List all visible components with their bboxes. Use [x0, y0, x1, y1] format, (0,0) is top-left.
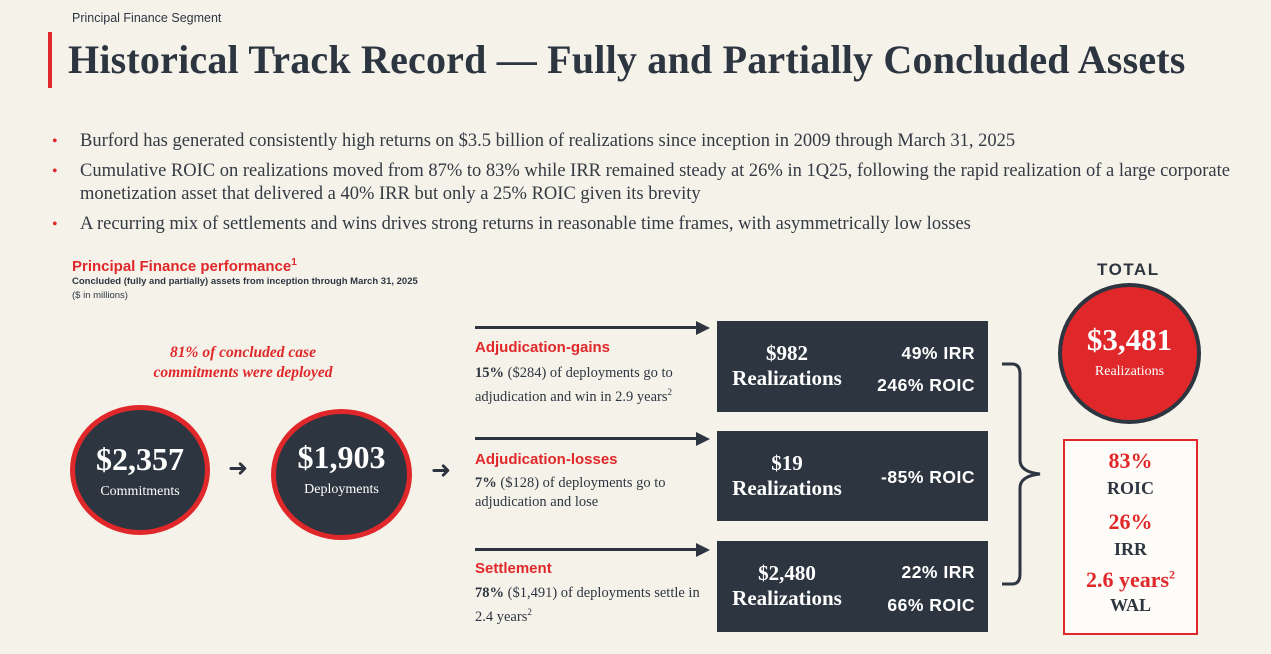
footnote-marker: 1	[291, 257, 297, 268]
total-wal-value: 2.6 years2	[1065, 567, 1196, 593]
total-wal-label: WAL	[1109, 595, 1151, 615]
bullet-item: • Burford has generated consistently high…	[52, 130, 1232, 153]
total-stats-box: 83% ROIC 26% IRR 2.6 years2 WAL	[1063, 439, 1198, 635]
right-arrow-icon: ➜	[228, 454, 249, 482]
outcome-pct: 78%	[475, 585, 504, 601]
bullet-text: A recurring mix of settlements and wins …	[80, 214, 971, 234]
realization-label: Realizations	[732, 586, 842, 610]
outcome-desc: 78% ($1,491) of deployments settle in 2.…	[475, 584, 705, 627]
section-kicker: Principal Finance Segment	[72, 11, 222, 25]
outcome-desc-text: ($128) of deployments go to adjudication…	[475, 475, 666, 510]
bullet-dot-icon: •	[52, 133, 58, 150]
outcome-title-adjudication-losses: Adjudication-losses	[475, 451, 618, 468]
total-circle: $3,481 Realizations	[1058, 283, 1201, 424]
irr-metric: 49% IRR	[901, 343, 975, 363]
curly-brace-icon	[1002, 362, 1041, 586]
outcome-pct: 7%	[475, 475, 497, 491]
deployed-note-line1: 81% of concluded case	[170, 344, 316, 361]
total-irr-value: 26%	[1108, 509, 1153, 534]
commitments-label: Commitments	[100, 483, 180, 499]
performance-subtitle: Concluded (fully and partially) assets f…	[72, 276, 418, 287]
footnote-marker: 2	[527, 607, 532, 617]
footnote-marker: 2	[667, 387, 672, 397]
outcome-arrow-line	[475, 326, 697, 329]
deployments-circle: $1,903 Deployments	[271, 409, 412, 540]
arrow-head-icon	[696, 542, 710, 557]
realization-box-adjudication-gains: $982 Realizations 49% IRR 246% ROIC	[717, 321, 988, 412]
arrow-head-icon	[696, 320, 710, 335]
bullet-list: • Burford has generated consistently high…	[52, 130, 1232, 243]
page-title: Historical Track Record — Fully and Part…	[68, 37, 1186, 82]
total-roic-value: 83%	[1108, 448, 1153, 473]
outcome-arrow-line	[475, 548, 697, 551]
footnote-marker: 2	[1169, 567, 1176, 582]
total-value-label: Realizations	[1094, 363, 1165, 379]
performance-title: Principal Finance performance1	[72, 257, 297, 275]
bullet-item: • Cumulative ROIC on realizations moved f…	[52, 160, 1232, 206]
commitments-value: $2,357	[96, 440, 184, 477]
realization-amount: $982 Realizations	[717, 341, 857, 391]
performance-title-text: Principal Finance performance	[72, 258, 292, 275]
bullet-text: Burford has generated consistently high …	[80, 131, 1016, 151]
commitments-circle: $2,357 Commitments	[70, 405, 210, 535]
realization-amount: $19 Realizations	[717, 451, 857, 501]
title-accent-bar	[48, 32, 52, 88]
outcome-desc-text: ($284) of deployments go to adjudication…	[475, 365, 673, 405]
total-irr-label: IRR	[1113, 539, 1147, 559]
total-roic-label: ROIC	[1106, 478, 1154, 498]
performance-units: ($ in millions)	[72, 290, 128, 301]
outcome-desc: 7% ($128) of deployments go to adjudicat…	[475, 474, 705, 512]
total-wal-value-text: 2.6 years	[1085, 567, 1170, 592]
outcome-arrow-line	[475, 437, 697, 440]
deployments-label: Deployments	[304, 482, 379, 497]
outcome-pct: 15%	[475, 365, 504, 381]
realization-box-adjudication-losses: $19 Realizations -85% ROIC	[717, 431, 988, 521]
roic-metric: 66% ROIC	[887, 595, 975, 615]
total-value: $3,481	[1086, 321, 1173, 357]
bullet-text: Cumulative ROIC on realizations moved fr…	[80, 161, 1230, 204]
total-label: TOTAL	[1097, 260, 1160, 279]
deployed-note: 81% of concluded case commitments were d…	[118, 343, 368, 383]
realization-box-settlement: $2,480 Realizations 22% IRR 66% ROIC	[717, 541, 988, 632]
bullet-dot-icon: •	[52, 163, 58, 180]
irr-metric: 22% IRR	[901, 562, 975, 582]
roic-metric: -85% ROIC	[881, 467, 975, 487]
outcome-desc-text: ($1,491) of deployments settle in 2.4 ye…	[475, 585, 700, 625]
realization-amount: $2,480 Realizations	[717, 561, 857, 611]
deployed-note-line2: commitments were deployed	[153, 364, 333, 381]
arrow-head-icon	[696, 431, 710, 446]
bullet-dot-icon: •	[52, 216, 58, 233]
deployments-value: $1,903	[297, 439, 386, 475]
realization-label: Realizations	[732, 476, 842, 500]
realization-value: $19	[771, 451, 803, 475]
outcome-title-settlement: Settlement	[475, 560, 552, 577]
realization-value: $2,480	[758, 561, 816, 585]
outcome-title-adjudication-gains: Adjudication-gains	[475, 339, 610, 356]
realization-value: $982	[766, 341, 808, 365]
roic-metric: 246% ROIC	[877, 375, 975, 395]
outcome-desc: 15% ($284) of deployments go to adjudica…	[475, 364, 705, 407]
realization-label: Realizations	[732, 366, 842, 390]
right-arrow-icon: ➜	[431, 456, 452, 484]
bullet-item: • A recurring mix of settlements and wins…	[52, 213, 1232, 236]
